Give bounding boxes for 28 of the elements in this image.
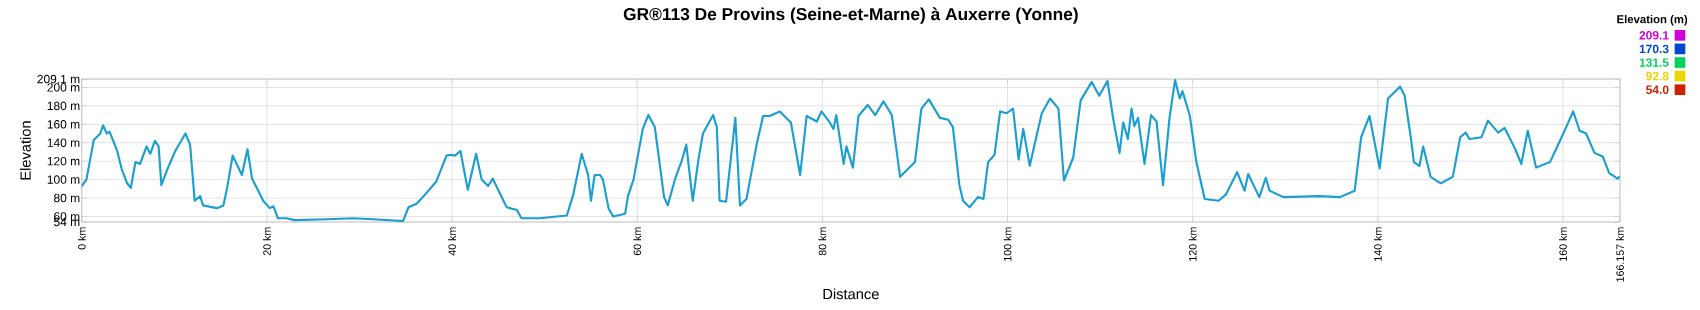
x-tick-label: 100 km bbox=[1003, 227, 1012, 261]
x-tick-label: 60 km bbox=[633, 227, 642, 256]
y-tick-label: 100 m bbox=[47, 175, 80, 184]
y-tick-label: 209.1 m bbox=[37, 74, 80, 84]
y-tick-label: 200 m bbox=[47, 83, 80, 92]
y-tick-label: 160 m bbox=[47, 120, 80, 129]
color-bar-label: 54.0 bbox=[1646, 85, 1669, 94]
y-tick-label: 180 m bbox=[47, 101, 80, 111]
color-bar-label: 92.8 bbox=[1646, 71, 1669, 81]
x-tick-label: 140 km bbox=[1373, 227, 1382, 261]
x-tick-label: 40 km bbox=[448, 227, 456, 256]
color-bar-label: 131.5 bbox=[1639, 58, 1669, 67]
color-bar-label: 209.1 bbox=[1639, 31, 1669, 40]
x-tick-label: 160 km bbox=[1559, 227, 1567, 261]
y-tick-label: 120 m bbox=[47, 156, 80, 166]
x-tick-label: 120 km bbox=[1188, 227, 1197, 261]
chart-title: GR®113 De Provins (Seine-et-Marne) à Auxerre (Yonne) bbox=[623, 7, 1078, 24]
x-tick-label: 166.157 km bbox=[1616, 227, 1624, 282]
x-tick-label: 80 km bbox=[818, 227, 827, 256]
color-bar-label: 170.3 bbox=[1639, 44, 1669, 54]
x-axis-title: Distance bbox=[823, 288, 879, 300]
y-tick-label: 80 m bbox=[54, 193, 80, 203]
color-bar-title: Elevation (m) bbox=[1617, 14, 1688, 26]
y-tick-label: 140 m bbox=[47, 138, 80, 147]
y-axis-title: Elevation bbox=[20, 121, 31, 180]
line-series bbox=[81, 79, 1620, 222]
x-tick-label: 0 km bbox=[77, 227, 86, 250]
x-tick-label: 20 km bbox=[262, 227, 271, 256]
